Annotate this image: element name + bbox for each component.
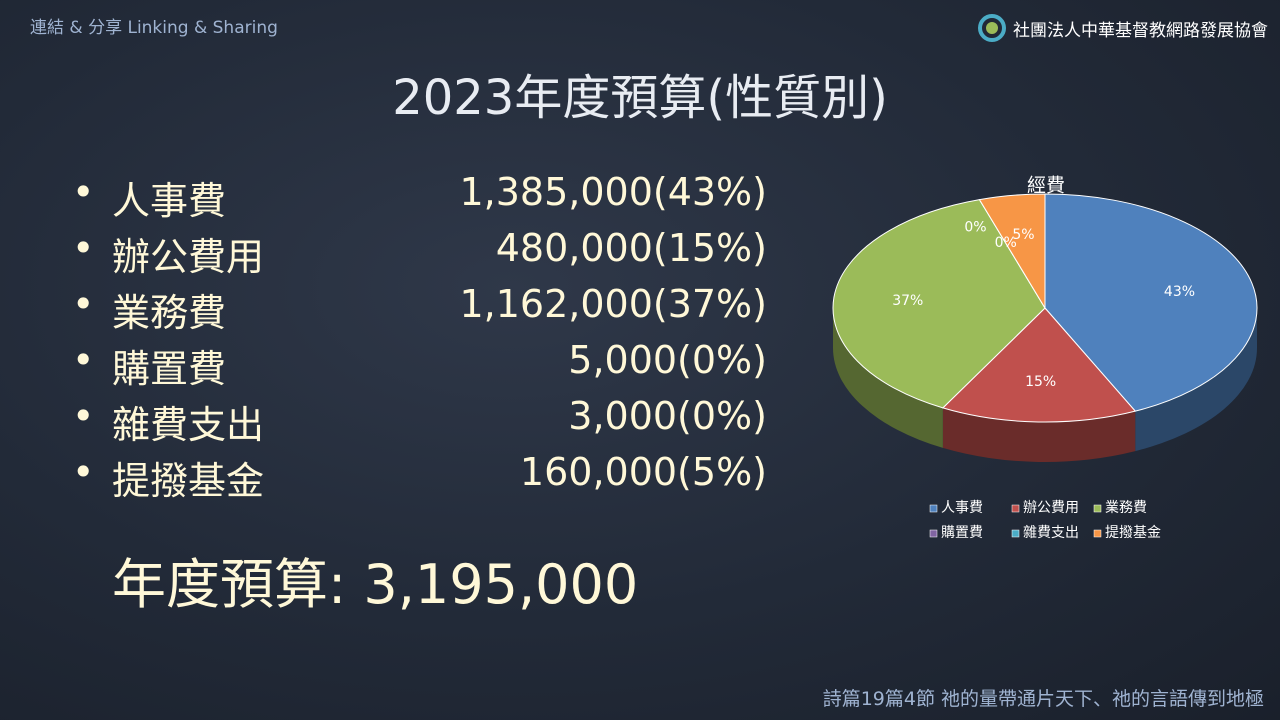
bullet: • — [72, 170, 95, 214]
budget-item: • 購置費 5,000(0%) — [72, 338, 792, 394]
item-amount: 1,162,000(37%) — [459, 282, 767, 326]
legend-swatch — [1011, 529, 1020, 538]
bullet: • — [72, 282, 95, 326]
budget-item: • 辦公費用 480,000(15%) — [72, 226, 792, 282]
item-name: 人事費 — [112, 179, 227, 223]
item-amount: 160,000(5%) — [519, 450, 767, 494]
logo — [978, 14, 1006, 42]
data-label: 0% — [995, 235, 1017, 251]
budget-item: • 業務費 1,162,000(37%) — [72, 282, 792, 338]
slide-title: 2023年度預算(性質別) — [392, 70, 888, 126]
data-label: 37% — [892, 293, 923, 309]
header-left: 連結 & 分享 Linking & Sharing — [30, 18, 278, 38]
bullet: • — [72, 394, 95, 438]
bullet: • — [72, 226, 95, 270]
item-amount: 3,000(0%) — [568, 394, 767, 438]
data-label: 43% — [1164, 284, 1195, 300]
item-name: 購置費 — [112, 347, 227, 391]
legend-label: 辦公費用 — [1023, 500, 1079, 516]
slice-side — [942, 407, 1136, 462]
legend-swatch — [1093, 529, 1102, 538]
item-amount: 480,000(15%) — [495, 226, 767, 270]
slice-side — [833, 308, 943, 448]
legend-swatch — [929, 529, 938, 538]
item-name: 雜費支出 — [112, 403, 265, 447]
legend-swatch — [1011, 504, 1020, 513]
data-label: 5% — [1012, 227, 1034, 243]
legend-swatch — [1093, 504, 1102, 513]
pie-slice — [1044, 193, 1258, 412]
legend-label: 業務費 — [1105, 500, 1147, 516]
legend-label: 提撥基金 — [1105, 524, 1161, 541]
item-name: 提撥基金 — [112, 459, 265, 503]
total: 年度預算: 3,195,000 — [112, 553, 639, 616]
budget-item: • 提撥基金 160,000(5%) — [72, 450, 792, 506]
footer: 詩篇19篇4節 祂的量帶通片天下、祂的言語傳到地極 — [822, 688, 1264, 710]
item-name: 業務費 — [112, 291, 227, 335]
bullet: • — [72, 338, 95, 382]
item-name: 辦公費用 — [112, 235, 265, 279]
data-label: 15% — [1025, 374, 1056, 390]
pie-slice — [832, 199, 1046, 409]
budget-item: • 人事費 1,385,000(43%) — [72, 170, 792, 226]
pie-slice — [978, 193, 1046, 310]
item-amount: 5,000(0%) — [568, 338, 767, 382]
org-name: 社團法人中華基督教網路發展協會 — [1013, 20, 1268, 41]
budget-list: • 人事費 1,385,000(43%) • 辦公費用 480,000(15%) • 業務費 1… — [72, 170, 792, 506]
legend-label: 雜費支出 — [1023, 525, 1079, 541]
legend-swatch — [929, 504, 938, 513]
bullet: • — [72, 450, 95, 494]
chart-title: 經費 — [1027, 175, 1065, 197]
pie-slice — [941, 307, 1137, 423]
slice-side — [1135, 308, 1257, 452]
budget-item: • 雜費支出 3,000(0%) — [72, 394, 792, 450]
legend-label: 人事費 — [941, 500, 983, 516]
legend-label: 購置費 — [941, 525, 983, 541]
data-label: 0% — [964, 219, 986, 235]
header-right: 社團法人中華基督教網路發展協會 — [977, 13, 1268, 43]
item-amount: 1,385,000(43%) — [459, 170, 767, 214]
